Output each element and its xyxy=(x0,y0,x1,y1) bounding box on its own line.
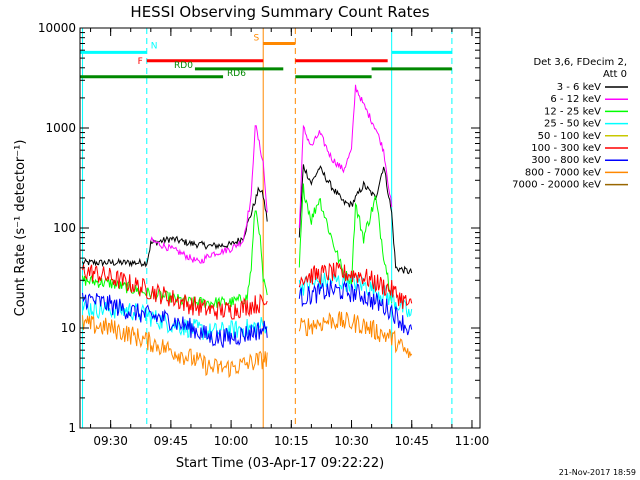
series-line-5-0 xyxy=(82,264,268,320)
legend-label-4: 50 - 100 keV xyxy=(538,131,602,142)
series-line-6-0 xyxy=(82,292,268,348)
series-line-0-2 xyxy=(395,265,413,275)
flag-label-s: S xyxy=(253,33,259,43)
y-tick-label-0: 1 xyxy=(68,421,76,435)
series-line-2-0 xyxy=(82,210,268,308)
x-tick-label-5: 10:45 xyxy=(394,434,429,448)
x-tick-label-4: 10:30 xyxy=(334,434,369,448)
legend-label-5: 100 - 300 keV xyxy=(531,143,601,154)
series-line-5-1 xyxy=(298,262,413,309)
flag-label-rd6: RD6 xyxy=(227,69,246,79)
vertical-markers xyxy=(82,28,453,428)
axes: 09:30 09:45 10:00 10:15 10:30 10:45 11:00 1 10 10… xyxy=(38,21,489,448)
series-line-6-1 xyxy=(298,280,413,336)
x-tick-label-1: 09:45 xyxy=(154,434,189,448)
flag-bars: NF S RD0 RD6 xyxy=(80,33,452,79)
x-tick-label-0: 09:30 xyxy=(93,434,128,448)
plot-frame xyxy=(79,27,481,429)
x-tick-label-2: 10:00 xyxy=(214,434,249,448)
legend-label-8: 7000 - 20000 keV xyxy=(512,180,601,191)
x-axis-label: Start Time (03-Apr-17 09:22:22) xyxy=(176,456,384,471)
series-line-1-1 xyxy=(298,84,393,228)
series-line-0-1 xyxy=(298,164,397,269)
legend-label-2: 12 - 25 keV xyxy=(544,106,601,117)
series-line-7-1 xyxy=(298,311,413,358)
legend-label-6: 300 - 800 keV xyxy=(531,155,601,166)
x-tick-label-6: 11:00 xyxy=(455,434,490,448)
y-axis-label: Count Rate (s⁻¹ detector⁻¹) xyxy=(13,140,28,317)
footer-timestamp: 21-Nov-2017 18:59 xyxy=(559,468,636,477)
series-lines xyxy=(82,84,413,379)
y-tick-label-2: 100 xyxy=(53,221,76,235)
legend-label-7: 800 - 7000 keV xyxy=(525,167,601,178)
series-line-7-0 xyxy=(82,315,268,379)
y-tick-label-3: 1000 xyxy=(45,121,76,135)
legend-header-1: Att 0 xyxy=(603,69,627,80)
series-line-1-0 xyxy=(150,125,268,264)
flag-label-rd0: RD0 xyxy=(174,61,193,71)
x-tick-label-3: 10:15 xyxy=(274,434,309,448)
flag-label-n: N xyxy=(151,41,158,51)
flag-label-f: F xyxy=(138,57,143,67)
chart-title: HESSI Observing Summary Count Rates xyxy=(130,3,429,21)
legend-label-3: 25 - 50 keV xyxy=(544,119,601,130)
series-line-0-0 xyxy=(82,186,268,268)
legend-label-0: 3 - 6 keV xyxy=(557,82,601,93)
legend-label-1: 6 - 12 keV xyxy=(550,94,601,105)
legend-header-0: Det 3,6, FDecim 2, xyxy=(533,57,627,68)
y-tick-label-4: 10000 xyxy=(38,21,76,35)
y-tick-label-1: 10 xyxy=(61,321,76,335)
